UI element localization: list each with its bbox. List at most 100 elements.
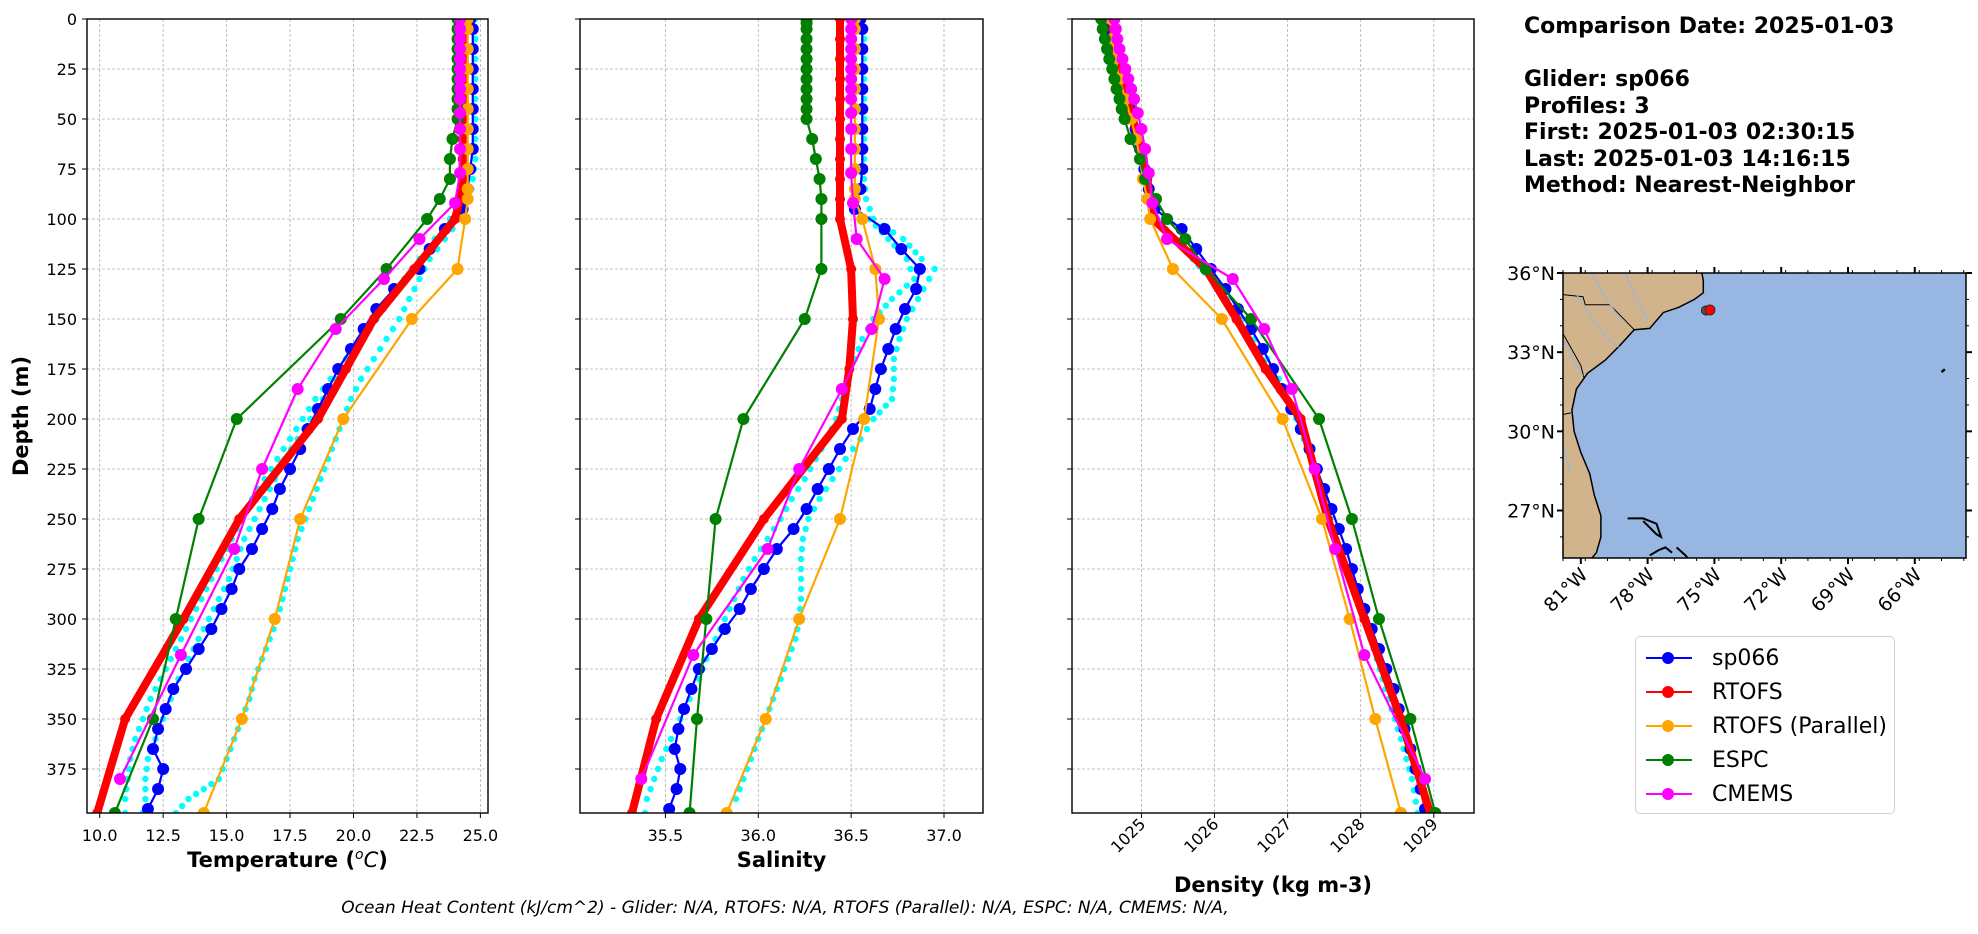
series-sp066-point [146,743,159,755]
series-sp066-point [913,263,926,275]
series-glider-profile-3-dot [135,725,143,733]
series-sp066-point [744,583,757,595]
series-glider-profile-1-point [172,809,180,813]
map-x-tick-label: 81°W [1540,564,1593,617]
series-rtofs-point [835,214,845,224]
series-glider-profile-2-dot [143,765,150,773]
series-sp066-line [1108,19,1427,810]
series-cmems-point [1161,233,1174,245]
series-espc-point [700,613,713,625]
series-cmems-point [845,43,858,55]
y-axis-label: Depth (m) [9,356,33,476]
river [1624,273,1649,321]
series-glider-profile-1-point [890,355,898,363]
series-sp066-point [822,463,835,475]
series-espc-point [1110,83,1123,95]
series-cmems-point [1286,383,1299,395]
legend-item-espc: ESPC [1642,745,1769,775]
series-espc-point [380,263,393,275]
series-glider-profile-1-point [870,415,877,423]
axes-frame [1071,18,1475,814]
series-glider-profile-3-point [187,615,195,623]
series-rtofs-point [1359,614,1370,624]
series-rtofs-parallel-point [720,807,733,813]
series-cmems-point [454,43,467,55]
series-espc-point [446,133,459,145]
series-glider-profile-2-point [215,595,223,603]
map-x-tick-label: 75°W [1673,564,1726,617]
series-sp066-point [663,803,676,813]
series-rtofs-point [409,264,420,274]
island [1675,546,1689,558]
last-time: Last: 2025-01-03 14:16:15 [1524,146,1851,172]
series-espc-point [800,63,813,75]
series-sp066-point [233,563,246,575]
series-glider-profile-2-point [788,495,795,503]
series-sp066-point [256,523,269,535]
series-sp066-point [895,243,908,255]
series-glider-profile-1-dot [1403,755,1410,763]
legend-label: CMEMS [1712,781,1794,807]
legend-item-rtofs: RTOFS [1642,677,1783,707]
series-rtofs-point [835,134,845,144]
series-sp066-point [674,763,687,775]
series-rtofs-point [312,414,323,424]
legend-label: RTOFS (Parallel) [1712,713,1887,739]
series-cmems-point [1329,543,1342,555]
series-glider-profile-1-point [816,495,823,503]
y-tick-label: 100 [46,210,77,229]
series-espc-point [683,807,696,813]
series-cmems-point [845,33,858,45]
series-espc-point [1108,73,1121,85]
series-cmems-point [793,463,806,475]
series-glider-profile-1-dot [352,385,360,393]
series-espc-point [1161,213,1174,225]
series-glider-profile-1-point [805,515,812,523]
legend-label: ESPC [1712,747,1769,773]
y-tick-label: 225 [46,460,77,479]
series-rtofs-point [651,714,662,724]
series-rtofs-parallel-point [461,183,474,195]
series-glider-profile-1-dot [798,545,806,553]
map-x-tick-label: 72°W [1740,564,1793,617]
series-glider-profile-1-dot [890,229,897,236]
y-tick-label: 275 [46,560,77,579]
x-tick-label: 1028 [1326,814,1368,856]
series-glider-profile-2-dot [903,282,911,289]
series-rtofs-parallel-point [235,713,248,725]
legend-marker-icon [1642,682,1692,702]
series-rtofs-parallel-point [461,193,474,205]
series-sp066-point [757,563,770,575]
series-cmems-point [454,73,467,85]
series-sp066-point [834,443,846,455]
series-espc-point [443,153,456,165]
series-glider-profile-1-dot [863,425,871,433]
series-cmems-point [847,197,859,209]
series-cmems-point [835,383,848,395]
series-espc-point [800,83,813,95]
series-sp066-point [245,543,258,555]
series-sp066-point [192,643,205,655]
series-sp066-point [159,703,172,715]
series-glider-profile-2-point [888,295,896,303]
series-glider-profile-3-point [177,635,185,643]
profile-count: Profiles: 3 [1524,93,1650,119]
series-espc-point [1372,613,1385,625]
x-tick-label: 1025 [1107,814,1149,856]
series-glider-profile-3-dot [152,685,159,693]
series-cmems-point [1109,23,1122,35]
series-glider-profile-1-point [914,295,922,303]
y-tick-label: 50 [57,110,77,129]
series-glider-profile-1-point [931,265,938,273]
series-espc-point [815,193,828,205]
series-cmems-point [1139,143,1152,155]
series-cmems-point [1419,773,1432,785]
series-sp066-point [266,503,279,515]
series-glider-profile-2-dot [882,302,890,309]
series-sp066-point [770,543,783,555]
series-cmems-point [1146,197,1159,209]
series-glider-profile-3-dot [280,445,287,453]
series-espc-point [806,133,819,145]
comparison-date: Comparison Date: 2025-01-03 [1524,14,1895,39]
series-rtofs-point [835,114,845,124]
